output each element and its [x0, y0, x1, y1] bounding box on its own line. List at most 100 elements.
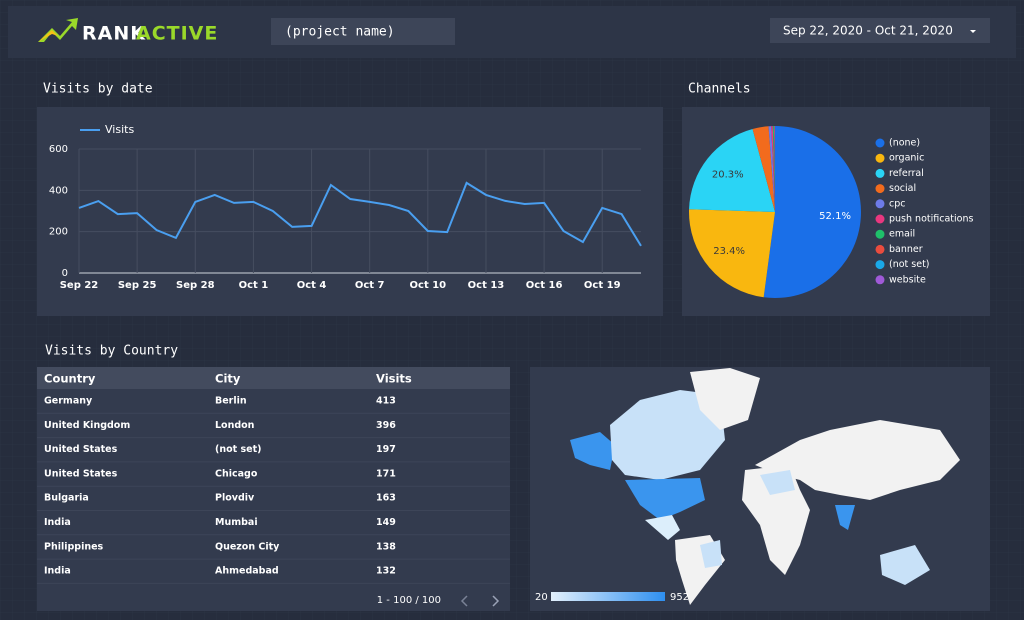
map-legend-max: 952	[670, 592, 689, 603]
x-tick-label: Sep 22	[60, 280, 99, 291]
country	[690, 368, 760, 430]
pie-slice	[771, 126, 775, 212]
logo-rank: RANK	[82, 23, 146, 45]
table-cell: United States	[44, 444, 118, 455]
country	[625, 478, 705, 520]
table-cell: 413	[376, 396, 396, 407]
legend-swatch	[875, 168, 885, 178]
dropdown-arrow[interactable]	[970, 30, 976, 33]
table-cell: 163	[376, 493, 396, 504]
prev-page[interactable]	[460, 595, 468, 607]
line-card	[37, 107, 663, 316]
legend-swatch	[875, 260, 885, 270]
world-map	[570, 368, 960, 605]
column-header: Visits	[376, 372, 412, 386]
legend-swatch	[875, 214, 885, 224]
y-tick-label: 200	[49, 227, 68, 238]
table-card	[37, 367, 510, 611]
x-tick-label: Sep 28	[176, 280, 215, 291]
y-tick-label: 400	[49, 185, 68, 196]
country	[570, 432, 615, 470]
country	[755, 420, 960, 500]
legend-label: Visits	[105, 123, 134, 136]
legend-label: referral	[889, 168, 924, 179]
legend-label: cpc	[889, 198, 905, 209]
column-header: Country	[44, 372, 96, 386]
logo-icon-accent	[38, 30, 58, 42]
table-cell: 171	[376, 468, 396, 479]
legend-label: (not set)	[889, 259, 930, 270]
table-cell: India	[44, 517, 71, 528]
legend-label: push notifications	[889, 214, 973, 225]
table-cell: Ahmedabad	[215, 566, 279, 577]
slice-label: 23.4%	[713, 246, 745, 257]
pie-slice	[774, 126, 775, 212]
pie-slice	[763, 126, 862, 298]
legend-label: (none)	[889, 138, 920, 149]
map-legend-scale	[551, 592, 665, 601]
legend-swatch	[875, 153, 885, 163]
section-title: Channels	[688, 82, 751, 97]
date-picker[interactable]	[770, 18, 990, 43]
line-series	[78, 181, 642, 247]
table-cell: (not set)	[215, 444, 261, 455]
next-page[interactable]	[492, 595, 500, 607]
table-cell: 396	[376, 420, 396, 431]
pie-slice	[773, 126, 775, 212]
map-legend-min: 20	[535, 592, 548, 603]
table-cell: 197	[376, 444, 396, 455]
date-range[interactable]: Sep 22, 2020 - Oct 21, 2020	[783, 24, 953, 38]
table-cell: India	[44, 566, 71, 577]
table-cell: Mumbai	[215, 517, 258, 528]
table-cell: United Kingdom	[44, 420, 130, 431]
pie-slice	[689, 128, 775, 212]
legend-swatch	[875, 229, 885, 239]
legend-label: banner	[889, 244, 923, 255]
table-cell: Berlin	[215, 396, 247, 407]
table-header	[37, 367, 510, 389]
slice-label: 20.3%	[712, 170, 744, 181]
y-tick-label: 0	[62, 268, 68, 279]
legend-swatch	[875, 244, 885, 254]
legend-swatch	[875, 275, 885, 285]
table-cell: Chicago	[215, 468, 258, 479]
legend-swatch	[875, 184, 885, 194]
x-tick-label: Oct 13	[468, 280, 505, 291]
y-tick-label: 600	[49, 144, 68, 155]
legend-swatch	[875, 138, 885, 148]
country	[742, 465, 810, 575]
x-tick-label: Oct 10	[410, 280, 447, 291]
table-cell: Bulgaria	[44, 493, 89, 504]
pie-slice	[688, 209, 775, 298]
country	[645, 515, 680, 540]
x-tick-label: Oct 7	[355, 280, 385, 291]
table-cell: 149	[376, 517, 396, 528]
x-tick-label: Oct 4	[297, 280, 327, 291]
table-cell: Germany	[44, 396, 93, 407]
x-tick-label: Oct 1	[239, 280, 269, 291]
legend-swatch	[875, 199, 885, 209]
table-cell: 138	[376, 541, 396, 552]
pie-slice	[768, 126, 775, 212]
project-box[interactable]	[271, 18, 455, 45]
section-title: Visits by date	[43, 82, 153, 97]
pagination: 1 - 100 / 100	[377, 595, 441, 606]
legend-label: email	[889, 229, 915, 240]
x-tick-label: Oct 16	[526, 280, 563, 291]
pie-slice	[772, 126, 775, 212]
table-cell: Plovdiv	[215, 493, 255, 504]
pie-slice	[752, 126, 775, 212]
project-name[interactable]: (project name)	[285, 25, 395, 40]
country	[880, 545, 930, 585]
table-cell: Philippines	[44, 541, 104, 552]
section-title: Visits by Country	[45, 344, 178, 359]
country	[610, 390, 725, 480]
table-cell: 132	[376, 566, 396, 577]
slice-label: 52.1%	[819, 211, 851, 222]
legend-label: organic	[889, 153, 924, 164]
table-cell: Quezon City	[215, 541, 280, 552]
legend-label: social	[889, 183, 916, 194]
country	[760, 470, 795, 495]
country	[835, 505, 855, 530]
